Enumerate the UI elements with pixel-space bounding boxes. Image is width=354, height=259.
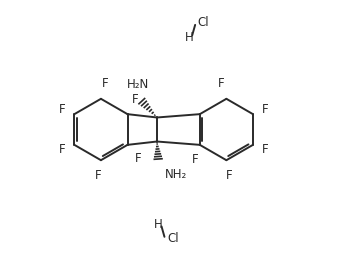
Text: F: F [59,103,65,116]
Text: F: F [102,77,109,90]
Text: F: F [132,93,138,106]
Text: H₂N: H₂N [127,78,149,91]
Text: H: H [185,31,193,44]
Text: F: F [262,103,269,116]
Text: Cl: Cl [167,232,179,246]
Text: F: F [135,152,141,165]
Text: F: F [226,169,233,182]
Text: F: F [218,77,225,90]
Text: F: F [262,143,269,156]
Text: H: H [154,218,163,231]
Text: Cl: Cl [198,16,210,29]
Text: F: F [95,169,101,182]
Text: F: F [192,153,198,166]
Text: NH₂: NH₂ [165,168,187,181]
Text: F: F [59,143,65,156]
